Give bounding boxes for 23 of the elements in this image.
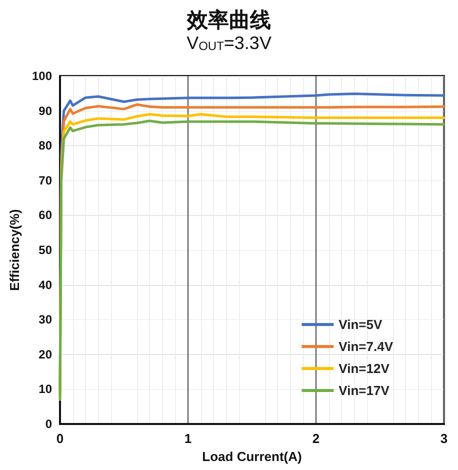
legend-label: Vin=12V (338, 361, 390, 376)
y-tick-label: 50 (38, 243, 52, 257)
y-tick-label: 90 (38, 104, 52, 118)
y-tick-label: 0 (45, 417, 52, 431)
y-tick-label: 30 (38, 312, 52, 327)
legend-label: Vin=17V (338, 383, 390, 398)
y-tick-label: 60 (38, 208, 52, 222)
legend-label: Vin=7.4V (338, 339, 394, 354)
y-axis-title: Efficiency(%) (7, 209, 22, 291)
y-tick-label: 70 (38, 173, 52, 188)
chart-subtitle: VOUT=3.3V (186, 33, 272, 53)
x-tick-label: 2 (312, 431, 320, 446)
y-tick-label: 20 (38, 347, 52, 362)
x-tick-label: 1 (184, 431, 192, 446)
x-tick-label: 0 (56, 431, 64, 446)
chart-title: 效率曲线 (186, 7, 271, 32)
y-tick-label: 80 (38, 138, 52, 153)
x-axis-title: Load Current(A) (202, 448, 302, 464)
y-tick-label: 100 (32, 69, 52, 83)
y-tick-label: 10 (38, 382, 52, 396)
x-tick-label: 3 (440, 431, 448, 446)
y-tick-label: 40 (38, 278, 52, 292)
legend-label: Vin=5V (338, 317, 382, 332)
